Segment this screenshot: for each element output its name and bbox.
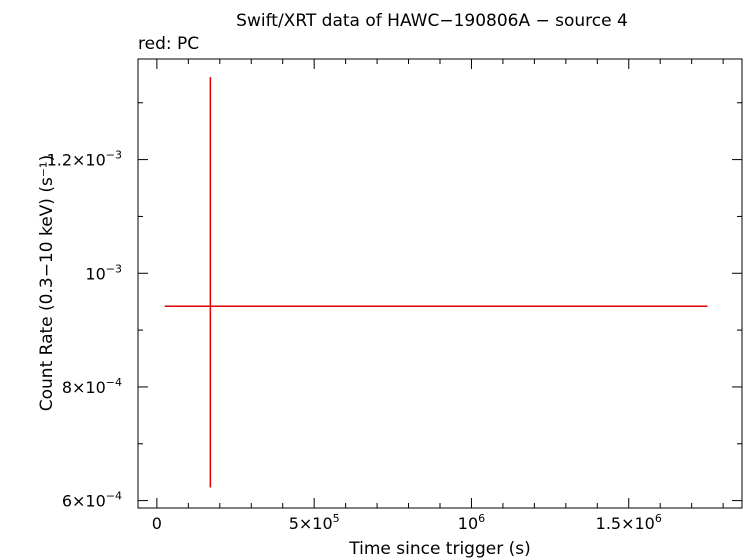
x-tick-label: 0 (152, 514, 162, 533)
plot-border (137, 58, 743, 509)
x-axis-label: Time since trigger (s) (348, 539, 531, 558)
plot-frame (137, 58, 743, 509)
x-tick-label: 5×105 (289, 512, 340, 533)
data-series (164, 77, 708, 488)
x-tick-label: 1.5×106 (596, 512, 662, 533)
y-tick-label: 10−3 (85, 262, 122, 283)
x-axis: 0 5×105 106 1.5×106 (152, 59, 724, 533)
y-axis-label: Count Rate (0.3−10 keV) (s⁻¹) (37, 155, 57, 412)
chart-subtitle: red: PC (138, 34, 199, 54)
x-tick-label: 106 (458, 512, 485, 533)
y-tick-label: 1.2×10−3 (47, 149, 122, 170)
chart-title: Swift/XRT data of HAWC−190806A − source … (236, 11, 628, 31)
y-tick-label: 8×10−4 (62, 376, 122, 397)
y-tick-label: 6×10−4 (62, 490, 122, 511)
y-axis: 6×10−4 8×10−4 10−3 1.2×10−3 (47, 102, 742, 511)
